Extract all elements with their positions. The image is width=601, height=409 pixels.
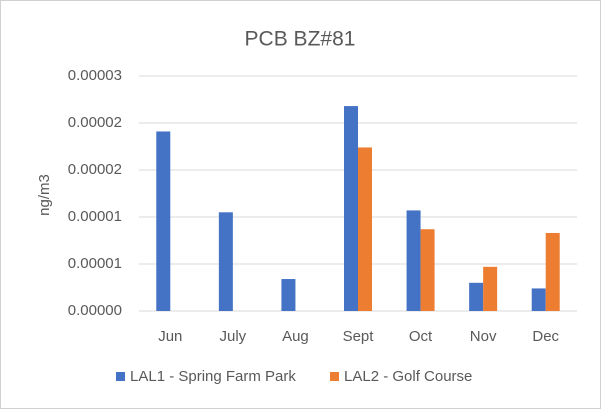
bar xyxy=(281,279,296,311)
x-tick-label: Jun xyxy=(158,328,182,345)
legend-swatch xyxy=(330,372,339,381)
legend-label: LAL2 - Golf Course xyxy=(344,368,472,385)
y-tick-label: 0.00003 xyxy=(68,67,122,84)
legend-swatch xyxy=(116,372,125,381)
y-tick-label: 0.00002 xyxy=(68,161,122,178)
y-tick-label: 0.00002 xyxy=(68,114,122,131)
y-tick-label: 0.00000 xyxy=(68,302,122,319)
y-tick-label: 0.00001 xyxy=(68,255,122,272)
bar xyxy=(531,288,546,311)
bar xyxy=(218,212,233,311)
x-tick-label: Dec xyxy=(532,328,559,345)
bar xyxy=(545,232,560,311)
bar xyxy=(344,106,358,311)
legend-label: LAL1 - Spring Farm Park xyxy=(130,368,296,385)
bar xyxy=(483,266,498,311)
bar xyxy=(406,210,421,311)
y-axis-label: ng/m3 xyxy=(36,174,53,216)
y-tick-label: 0.00001 xyxy=(68,208,122,225)
bar xyxy=(358,147,372,311)
x-tick-label: Nov xyxy=(470,328,497,345)
bar xyxy=(420,229,435,311)
chart-title: PCB BZ#81 xyxy=(245,28,356,51)
x-tick-label: Sept xyxy=(343,328,375,345)
bar xyxy=(156,131,171,311)
x-tick-label: Aug xyxy=(282,328,309,345)
bar xyxy=(469,282,484,311)
x-tick-label: Oct xyxy=(409,328,433,345)
x-tick-label: July xyxy=(220,328,247,345)
